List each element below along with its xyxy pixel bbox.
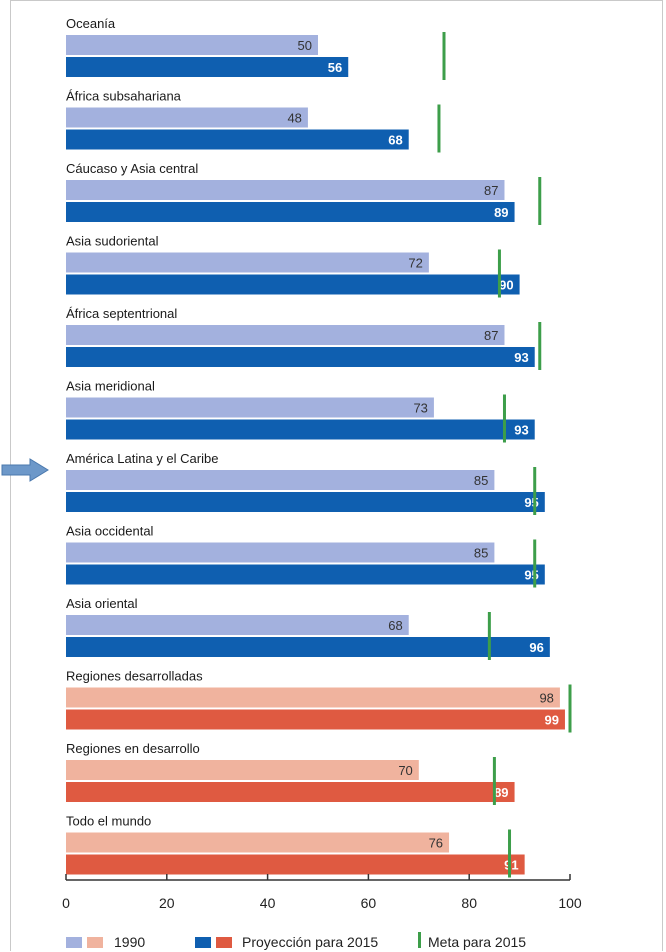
bar-2015-label: 89 [494, 205, 508, 220]
bar-2015-label: 90 [499, 278, 513, 293]
bar-2015-label: 56 [328, 60, 342, 75]
bar-2015 [66, 419, 535, 440]
legend-swatch-2015-aggregate [216, 937, 232, 948]
bar-2015-label: 93 [514, 350, 528, 365]
bar-1990 [66, 180, 505, 200]
bar-1990 [66, 832, 450, 853]
category-label: Todo el mundo [66, 814, 151, 829]
category-label: África septentrional [66, 306, 177, 321]
target-mark [497, 249, 501, 298]
target-mark [533, 467, 537, 515]
category-label: Asia oriental [66, 596, 138, 611]
bar-1990 [66, 107, 308, 128]
target-mark [442, 32, 446, 80]
legend-label-1990: 1990 [114, 934, 146, 950]
category-label: Asia sudoriental [66, 234, 159, 249]
bar-2015-label: 91 [504, 858, 518, 873]
target-mark [437, 104, 441, 153]
category-label: América Latina y el Caribe [66, 451, 218, 466]
x-tick-label: 40 [260, 895, 276, 911]
target-mark [492, 757, 496, 805]
legend-label-2015: Proyección para 2015 [242, 934, 379, 950]
bar-1990 [66, 470, 495, 490]
bar-1990-label: 72 [408, 256, 422, 271]
legend-label-target: Meta para 2015 [428, 934, 527, 950]
bar-2015-label: 95 [524, 568, 538, 583]
category-label: África subsahariana [66, 89, 182, 104]
x-tick-label: 80 [461, 895, 477, 911]
target-mark [508, 829, 512, 878]
bar-1990-label: 50 [298, 38, 312, 53]
bar-2015-label: 96 [529, 640, 543, 655]
highlight-arrow-icon [1, 458, 49, 482]
legend-target-mark [418, 932, 421, 948]
x-tick-label: 100 [558, 895, 582, 911]
legend-swatch-2015-region [195, 937, 211, 948]
bar-2015 [66, 709, 565, 730]
target-mark [568, 684, 572, 733]
bar-1990-label: 68 [388, 618, 402, 633]
target-mark [487, 612, 491, 660]
bar-1990-label: 87 [484, 328, 498, 343]
bar-1990 [66, 325, 505, 345]
bar-1990 [66, 542, 495, 563]
category-label: Oceanía [66, 16, 116, 31]
target-mark [538, 177, 542, 225]
category-label: Regiones desarrolladas [66, 669, 203, 684]
bar-2015 [66, 854, 525, 875]
category-label: Cáucaso y Asia central [66, 161, 198, 176]
bar-1990-label: 85 [474, 473, 488, 488]
legend: 1990 Proyección para 2015 Meta para 2015 [0, 932, 666, 952]
bar-2015 [66, 564, 545, 585]
bar-1990 [66, 615, 409, 635]
bar-1990 [66, 760, 419, 780]
bar-1990-label: 85 [474, 546, 488, 561]
legend-swatch-1990-aggregate [87, 937, 103, 948]
target-mark [538, 322, 542, 370]
bar-1990 [66, 687, 560, 708]
category-label: Asia meridional [66, 379, 155, 394]
bar-1990-label: 87 [484, 183, 498, 198]
bar-2015-label: 89 [494, 785, 508, 800]
x-tick-label: 20 [159, 895, 175, 911]
x-tick-label: 0 [62, 895, 70, 911]
bar-1990-label: 48 [287, 111, 301, 126]
legend-swatch-1990-region [66, 937, 82, 948]
bar-2015 [66, 129, 409, 150]
bar-1990-label: 73 [413, 401, 427, 416]
target-mark [533, 539, 537, 588]
category-label: Asia occidental [66, 524, 154, 539]
bar-1990 [66, 252, 429, 273]
bar-1990-label: 76 [429, 836, 443, 851]
bar-2015 [66, 347, 535, 367]
bar-2015-label: 68 [388, 133, 402, 148]
bar-1990 [66, 35, 318, 55]
bar-2015 [66, 782, 515, 802]
category-label: Regiones en desarrollo [66, 741, 200, 756]
bar-1990-label: 98 [539, 691, 553, 706]
bar-2015-label: 93 [514, 423, 528, 438]
bar-2015 [66, 202, 515, 222]
bar-1990 [66, 397, 434, 418]
x-tick-label: 60 [361, 895, 377, 911]
bar-2015 [66, 274, 520, 295]
bar-2015 [66, 637, 550, 657]
bar-2015-label: 95 [524, 495, 538, 510]
target-mark [502, 394, 506, 443]
bar-chart: Oceanía 50 56 África subsahariana 48 68 Cáucas… [62, 16, 582, 911]
bar-2015 [66, 57, 349, 77]
bar-1990-label: 70 [398, 763, 412, 778]
bar-2015 [66, 492, 545, 512]
bar-2015-label: 99 [544, 713, 558, 728]
